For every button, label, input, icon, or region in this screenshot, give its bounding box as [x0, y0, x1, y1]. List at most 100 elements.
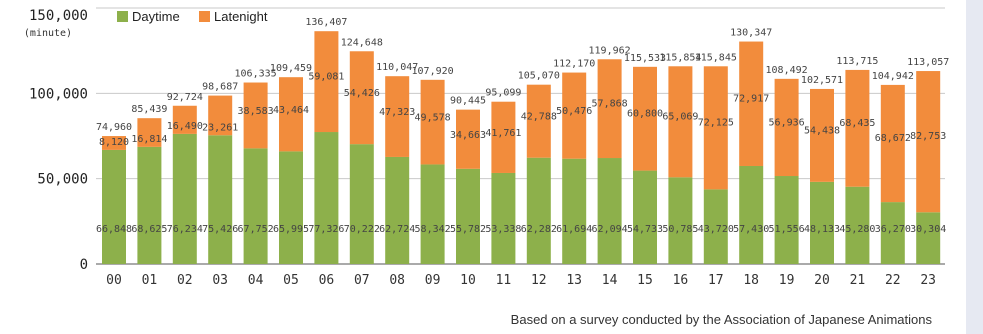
- data-label-daytime: 70,222: [344, 224, 380, 235]
- bar-latenight: [880, 84, 905, 203]
- x-tick-label: 02: [177, 273, 193, 288]
- y-tick-label: 50,000: [37, 172, 88, 188]
- x-tick-label: 09: [425, 273, 441, 288]
- data-label-total: 102,571: [801, 75, 843, 86]
- data-label-total: 105,070: [518, 71, 560, 82]
- bar-daytime: [916, 212, 941, 264]
- bar-latenight: [314, 31, 339, 133]
- x-tick-label: 11: [496, 273, 512, 288]
- data-label-daytime: 76,234: [167, 224, 203, 235]
- bar-daytime: [739, 165, 764, 264]
- bar-daytime: [668, 177, 693, 264]
- data-label-daytime: 36,270: [875, 224, 911, 235]
- data-label-latenight: 65,069: [662, 112, 698, 123]
- bar-daytime: [562, 158, 587, 264]
- data-label-latenight: 16,490: [167, 121, 203, 132]
- bar-latenight: [703, 66, 728, 190]
- data-label-latenight: 47,323: [379, 107, 415, 118]
- data-label-total: 110,047: [376, 62, 418, 73]
- data-label-daytime: 51,556: [769, 224, 805, 235]
- bar-daytime: [349, 144, 374, 264]
- bar-daytime: [102, 149, 126, 264]
- bar-latenight: [208, 95, 233, 136]
- data-label-daytime: 43,720: [698, 224, 734, 235]
- bar-latenight: [810, 88, 834, 182]
- data-label-daytime: 62,724: [379, 224, 415, 235]
- data-label-daytime: 53,338: [485, 224, 521, 235]
- data-label-latenight: 54,438: [804, 126, 840, 137]
- data-label-daytime: 66,848: [96, 224, 132, 235]
- bar-daytime: [774, 176, 799, 264]
- bar-latenight: [845, 69, 870, 187]
- data-label-daytime: 50,785: [662, 224, 698, 235]
- bar-daytime: [810, 181, 834, 264]
- data-label-latenight: 68,672: [875, 133, 911, 144]
- x-tick-label: 19: [779, 273, 795, 288]
- bar-latenight: [491, 101, 516, 173]
- data-label-total: 92,724: [167, 92, 203, 103]
- source-note: Based on a survey conducted by the Assoc…: [510, 312, 932, 327]
- data-label-latenight: 42,788: [521, 112, 557, 123]
- bar-daytime: [208, 135, 233, 264]
- y-tick-label: 150,000: [29, 8, 88, 24]
- bar-daytime: [880, 202, 905, 264]
- data-label-daytime: 58,342: [415, 224, 451, 235]
- x-tick-label: 03: [212, 273, 228, 288]
- data-label-total: 115,854: [659, 52, 701, 63]
- data-label-total: 113,057: [907, 57, 949, 68]
- y-unit-label: (minute): [24, 28, 72, 39]
- data-label-latenight: 16,814: [131, 134, 167, 145]
- data-labels: 66,848 8,120 74,960 68,625 16,814 85,439 76,23…: [96, 17, 949, 235]
- y-tick-label: 0: [80, 257, 88, 273]
- bar-daytime: [597, 158, 622, 264]
- legend-swatch-daytime: [117, 11, 128, 22]
- bar-latenight: [420, 79, 445, 165]
- x-tick-label: 21: [850, 273, 866, 288]
- data-label-total: 124,648: [341, 37, 383, 48]
- bar-latenight: [172, 105, 197, 134]
- bar-latenight: [562, 72, 587, 159]
- data-label-total: 115,533: [624, 53, 666, 64]
- data-label-latenight: 34,663: [450, 130, 486, 141]
- bar-latenight: [668, 66, 693, 178]
- data-label-total: 109,459: [270, 63, 312, 74]
- data-label-total: 130,347: [730, 28, 772, 39]
- bar-daytime: [633, 170, 657, 264]
- data-label-latenight: 60,800: [627, 109, 663, 120]
- bar-latenight: [916, 71, 941, 213]
- data-label-latenight: 43,464: [273, 105, 309, 116]
- x-tick-label: 08: [389, 273, 405, 288]
- data-label-latenight: 56,936: [769, 117, 805, 128]
- data-label-latenight: 82,753: [910, 131, 946, 142]
- bar-daytime: [385, 156, 410, 264]
- data-label-latenight: 54,426: [344, 88, 380, 99]
- x-tick-label: 05: [283, 273, 299, 288]
- data-label-latenight: 38,583: [238, 106, 274, 117]
- data-label-daytime: 67,752: [238, 224, 274, 235]
- data-label-total: 113,715: [836, 56, 878, 67]
- data-label-daytime: 54,733: [627, 224, 663, 235]
- data-label-total: 95,099: [485, 88, 521, 99]
- data-label-total: 85,439: [131, 104, 167, 115]
- data-label-latenight: 72,125: [698, 117, 734, 128]
- bar-latenight: [102, 136, 126, 150]
- data-label-total: 136,407: [305, 17, 347, 28]
- gridlines: [96, 7, 945, 265]
- data-label-daytime: 30,304: [910, 224, 946, 235]
- bar-latenight: [597, 59, 622, 159]
- x-tick-label: 17: [708, 273, 724, 288]
- data-label-daytime: 68,625: [131, 224, 167, 235]
- data-label-daytime: 57,430: [733, 224, 769, 235]
- y-tick-label: 100,000: [29, 86, 88, 102]
- x-tick-label: 07: [354, 273, 370, 288]
- x-tick-label: 13: [566, 273, 582, 288]
- data-label-total: 108,492: [766, 65, 808, 76]
- bar-latenight: [243, 82, 268, 149]
- data-label-daytime: 65,995: [273, 224, 309, 235]
- data-label-daytime: 45,280: [839, 224, 875, 235]
- data-label-latenight: 8,120: [99, 137, 129, 148]
- y-axis: 0 50,000 100,000 150,000 (minute): [24, 8, 88, 273]
- bar-daytime: [243, 148, 268, 264]
- bar-latenight: [633, 66, 657, 171]
